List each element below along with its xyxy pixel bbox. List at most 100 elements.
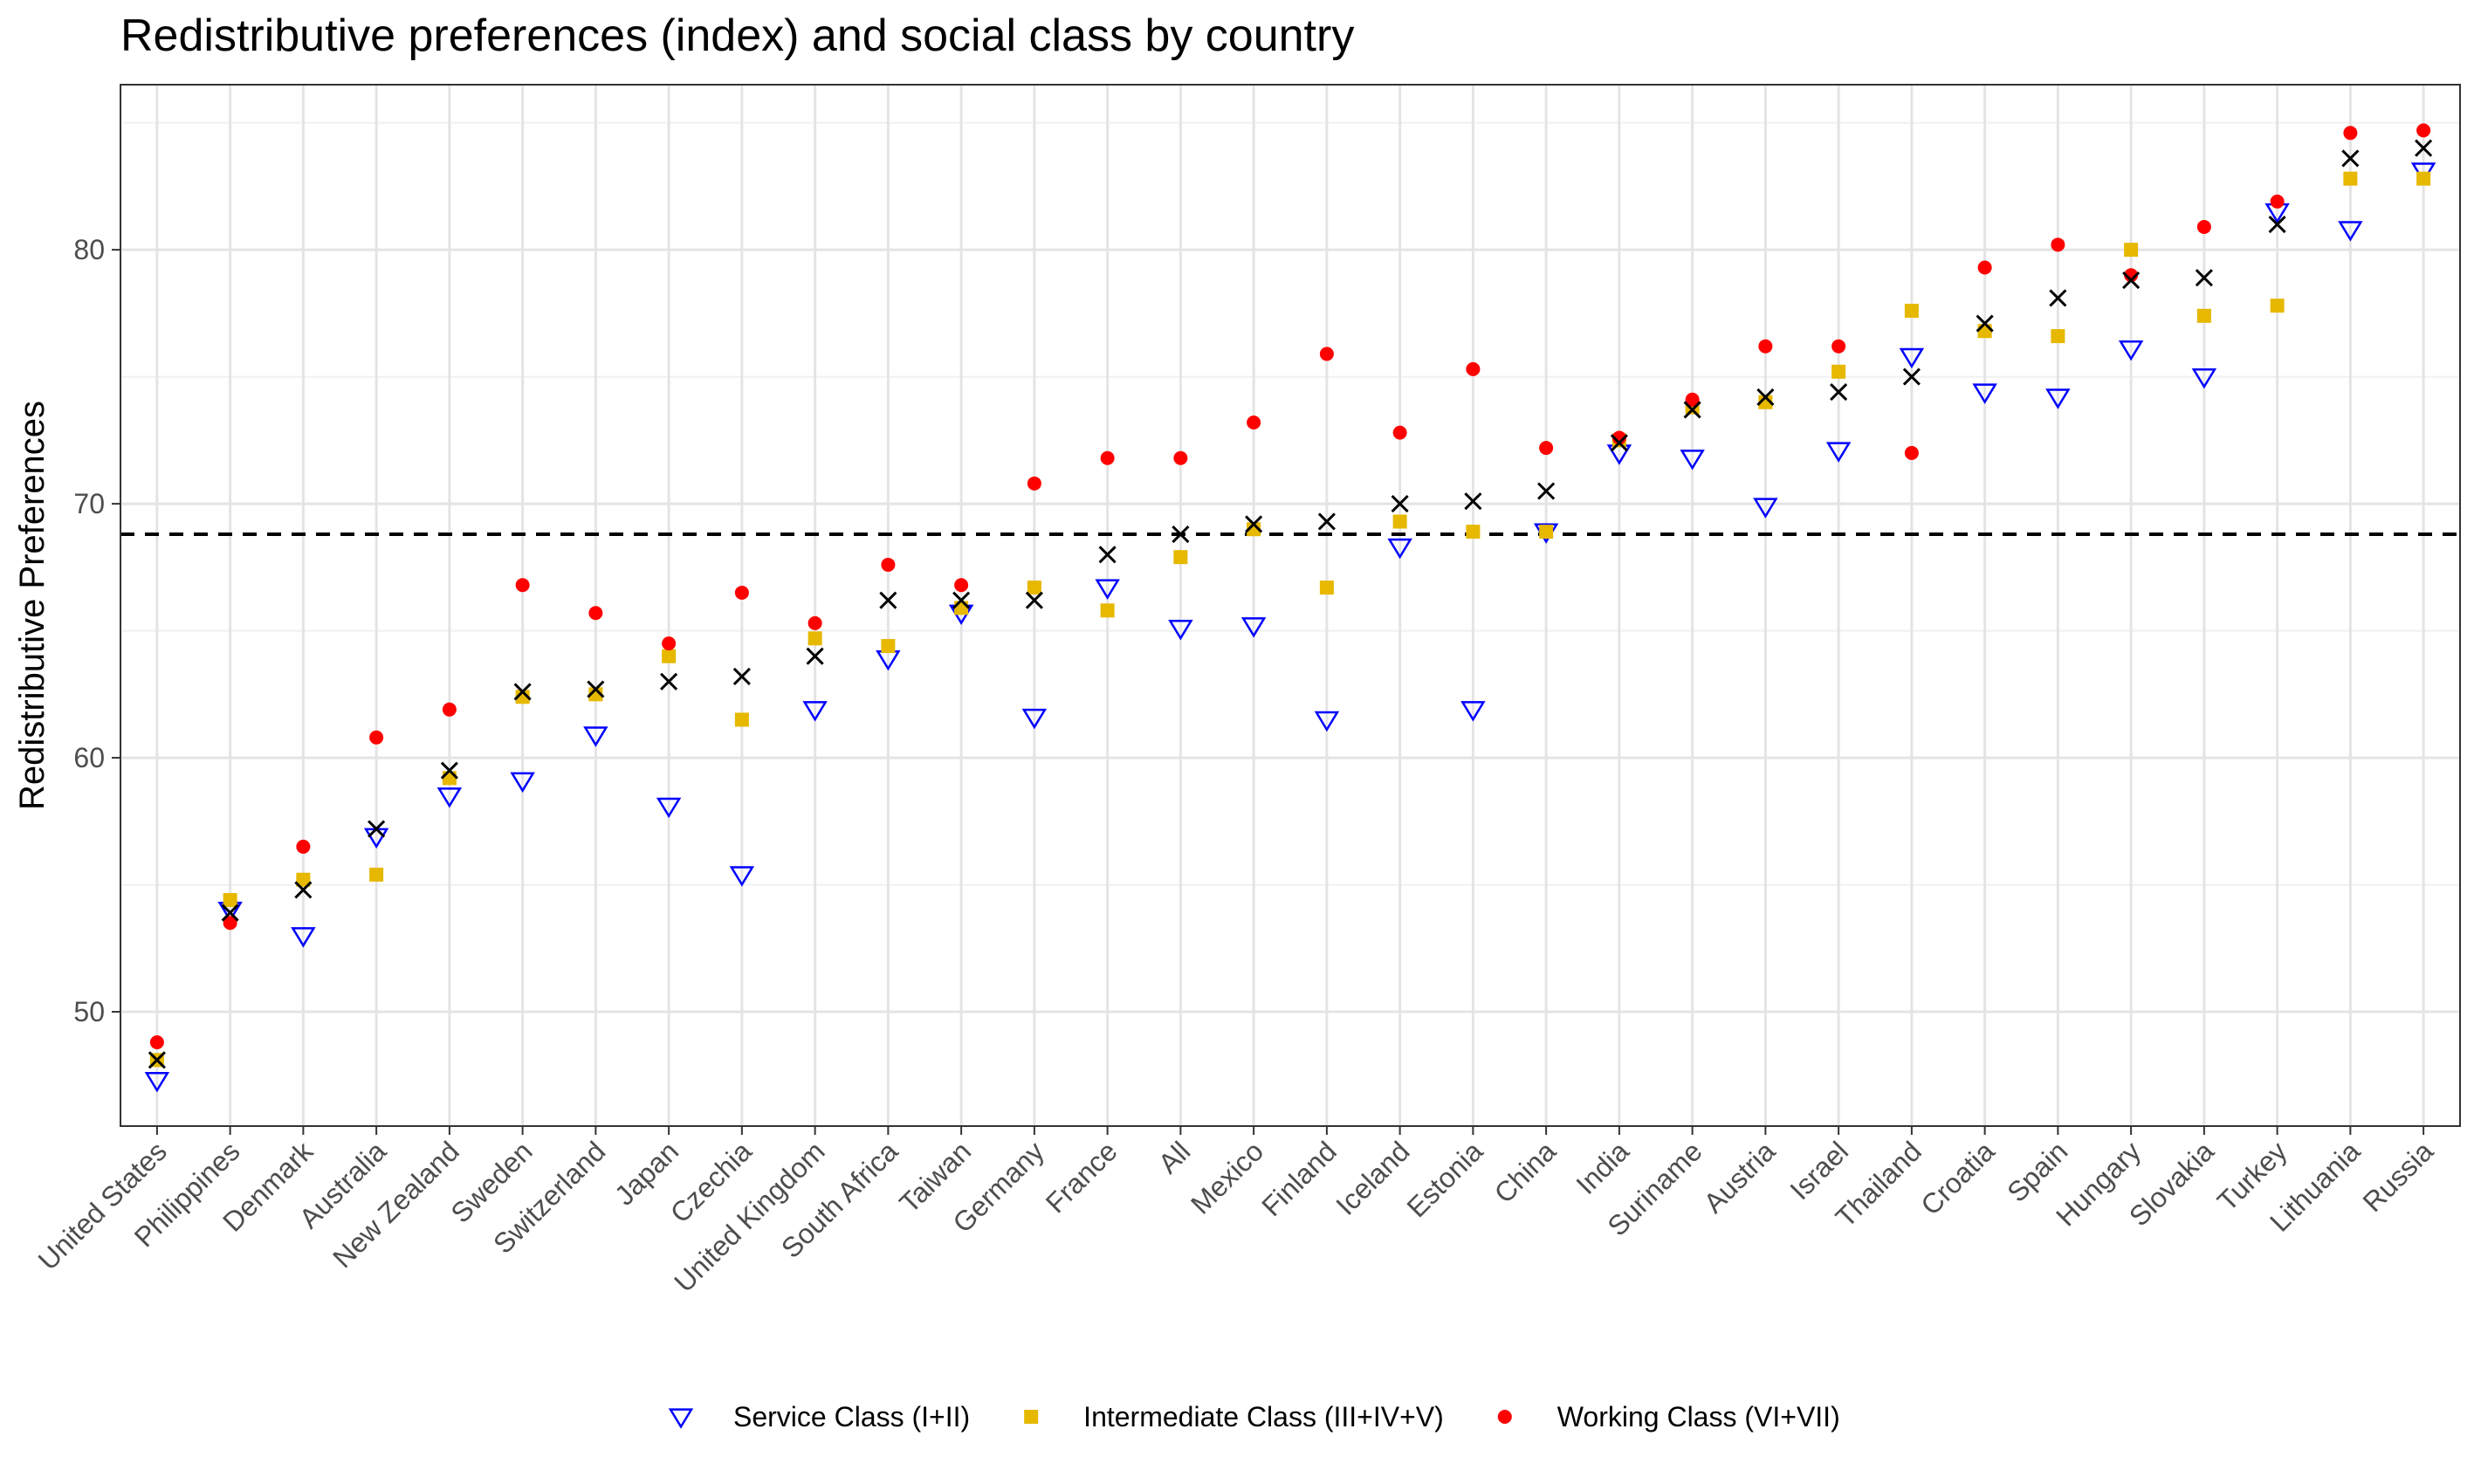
data-point (369, 730, 384, 745)
data-point (1830, 383, 1848, 402)
plot-panel (120, 84, 2461, 1127)
data-point (1466, 361, 1481, 376)
x-tick-label: India (1570, 1135, 1635, 1200)
x-tick-label: France (1040, 1136, 1124, 1219)
data-point (1392, 514, 1407, 529)
data-point (1680, 450, 1705, 471)
data-point (1173, 450, 1188, 465)
data-point (1168, 620, 1193, 641)
data-point (734, 585, 749, 600)
data-point (1610, 434, 1628, 452)
data-point (2124, 268, 2139, 283)
data-point (662, 636, 677, 651)
data-point (2196, 308, 2211, 323)
data-point (368, 820, 386, 838)
legend-label: Service Class (I+II) (733, 1401, 970, 1432)
data-point (1391, 495, 1409, 513)
x-tick-label: Finland (1255, 1136, 1343, 1223)
data-point (2122, 271, 2141, 290)
data-point (1972, 383, 1997, 404)
data-point (1247, 415, 1261, 429)
x-tick-label: United States (32, 1136, 173, 1276)
data-point (1027, 476, 1041, 491)
data-point (1319, 581, 1334, 595)
series-x (148, 139, 2433, 1069)
data-point (2051, 329, 2065, 344)
legend-key (668, 1408, 694, 1429)
data-point (802, 701, 828, 722)
data-point (2049, 289, 2067, 307)
x-tick-label: Israel (1783, 1136, 1854, 1206)
chart-title: Redistributive preferences (index) and s… (120, 10, 1354, 61)
data-point (583, 726, 608, 747)
data-point (881, 639, 896, 654)
series-triangle-down-open (144, 162, 2436, 1093)
x-tick-label: All (1152, 1136, 1197, 1180)
grid (120, 85, 2460, 1126)
data-point (2191, 368, 2217, 389)
data-point (2415, 139, 2433, 157)
data-point (1977, 324, 1992, 339)
data-point (294, 881, 313, 899)
data-point (2045, 388, 2071, 409)
data-point (296, 839, 311, 854)
data-point (1100, 603, 1115, 618)
data-point (732, 667, 751, 686)
data-point (954, 578, 969, 593)
data-point (513, 683, 532, 701)
data-point (879, 591, 897, 609)
data-point (2118, 340, 2144, 361)
data-point (1831, 339, 1846, 354)
y-tick-label: 80 (73, 234, 105, 265)
data-point (1314, 711, 1340, 732)
data-point (442, 771, 457, 786)
y-axis-title: Redistributive Preferences (13, 401, 52, 810)
data-point (1825, 442, 1852, 463)
data-point (515, 690, 530, 704)
data-point (588, 606, 603, 621)
data-point (1317, 512, 1336, 531)
data-points (144, 123, 2436, 1093)
data-point (1537, 482, 1556, 500)
data-point (291, 927, 316, 948)
x-tick-label: New Zealand (326, 1136, 465, 1274)
data-point (729, 866, 755, 887)
data-point (144, 1071, 170, 1093)
series-square (149, 171, 2431, 1068)
legend-label: Intermediate Class (III+IV+V) (1083, 1401, 1444, 1432)
data-point (1319, 347, 1334, 361)
x-tick-label: Estonia (1400, 1135, 1488, 1223)
data-point (954, 601, 969, 615)
data-point (1904, 445, 1919, 460)
data-point (662, 649, 677, 663)
legend-item: Service Class (I+II) (668, 1401, 970, 1432)
data-point (223, 916, 237, 931)
data-point (2270, 299, 2285, 313)
data-point (1612, 430, 1626, 445)
data-point (2416, 123, 2431, 138)
data-point (1831, 364, 1846, 379)
data-point (2196, 219, 2211, 234)
legend-key (1497, 1410, 1512, 1424)
data-point (1899, 347, 1925, 369)
data-point (1245, 515, 1263, 533)
data-point (440, 761, 458, 780)
data-point (588, 687, 603, 702)
data-point (807, 615, 822, 630)
data-point (656, 797, 682, 819)
data-point (1464, 492, 1482, 511)
data-point (442, 702, 457, 717)
data-point (1902, 368, 1921, 386)
data-point (1466, 525, 1481, 539)
legend: Service Class (I+II) Intermediate Class (… (668, 1401, 1840, 1432)
data-point (2268, 215, 2286, 234)
data-point (1240, 617, 1267, 638)
data-point (2051, 237, 2065, 252)
data-point (1756, 388, 1775, 406)
data-point (1027, 581, 1041, 595)
y-tick-label: 60 (73, 742, 105, 773)
data-point (1247, 522, 1261, 537)
legend-label: Working Class (VI+VII) (1557, 1401, 1840, 1432)
data-point (2270, 194, 2285, 209)
x-tick-label: China (1488, 1135, 1563, 1209)
